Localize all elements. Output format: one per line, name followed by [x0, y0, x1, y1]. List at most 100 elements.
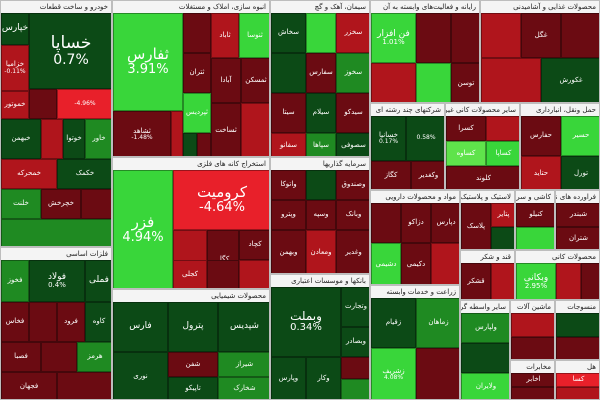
sector-banks[interactable]: بانکها و موسسات اعتباری وبملت 0.34% وتجارت و…: [270, 274, 370, 400]
stock-tile[interactable]: فملی: [85, 260, 111, 302]
stock-tile[interactable]: [481, 13, 521, 58]
stock-tile[interactable]: شخارک: [218, 377, 269, 399]
stock-tile[interactable]: وکار: [306, 357, 341, 399]
stock-tile[interactable]: خلنت: [1, 189, 41, 219]
sector-invest[interactable]: سرمایه گذاریها واتوکا وصندوق وپترو وسپه وبانک…: [270, 157, 370, 274]
stock-tile[interactable]: وصندوق: [336, 170, 369, 200]
stock-tile[interactable]: سخوز: [336, 53, 369, 93]
stock-tile[interactable]: وتجارت: [341, 287, 369, 327]
stock-tile[interactable]: حفارس: [521, 116, 561, 156]
stock-tile[interactable]: ثشاهد -1.48%: [113, 111, 171, 156]
stock-tile[interactable]: ثتران: [183, 53, 211, 93]
stock-tile[interactable]: [371, 63, 416, 102]
stock-tile[interactable]: پلاسک: [461, 203, 491, 249]
stock-tile[interactable]: [1, 219, 111, 246]
stock-tile[interactable]: سصوفی: [336, 133, 369, 156]
stock-tile[interactable]: کسرا: [446, 116, 486, 141]
sector-auto[interactable]: خودرو و ساخت قطعات خساپا 0.7% خپارس خزامیا -0…: [0, 0, 112, 247]
stock-tile[interactable]: کرومیت -4.64%: [173, 170, 269, 230]
stock-tile[interactable]: [486, 116, 519, 141]
stock-tile[interactable]: [491, 227, 514, 249]
stock-tile[interactable]: خسانیا 0.17%: [371, 116, 406, 161]
sector-chem[interactable]: محصولات شیمیایی فارس پترول شپدیس شیراز شخارک ش…: [112, 289, 270, 400]
stock-tile[interactable]: شپدیس: [218, 302, 269, 352]
stock-tile[interactable]: [416, 13, 451, 63]
stock-tile[interactable]: کجلی: [173, 260, 207, 288]
stock-tile[interactable]: [207, 260, 239, 288]
stock-tile[interactable]: کسا: [556, 373, 599, 387]
stock-tile[interactable]: [556, 337, 599, 359]
sector-nonmetal[interactable]: سایر محصولات کانی غیر کسرا کساوه کساپا کلوند: [445, 103, 520, 190]
stock-tile[interactable]: [41, 119, 63, 159]
stock-tile[interactable]: وبصادر: [341, 327, 369, 357]
stock-tile[interactable]: وبانک: [336, 200, 369, 230]
stock-tile[interactable]: پترول: [168, 302, 218, 352]
stock-tile[interactable]: [556, 387, 599, 399]
stock-tile[interactable]: سفانو: [271, 133, 306, 156]
stock-tile[interactable]: دکیمی: [401, 243, 431, 284]
stock-tile[interactable]: [491, 263, 514, 299]
stock-tile[interactable]: حسیر: [561, 116, 599, 156]
stock-tile[interactable]: سخزر: [336, 13, 369, 53]
stock-tile[interactable]: ثاباد: [211, 13, 239, 58]
stock-tile[interactable]: [271, 53, 306, 93]
stock-tile[interactable]: نوری: [113, 352, 168, 399]
stock-tile[interactable]: فن افزار 1.01%: [371, 13, 416, 63]
stock-tile[interactable]: فخوز: [1, 260, 29, 302]
stock-tile[interactable]: ولپارس: [461, 313, 509, 343]
stock-tile[interactable]: [239, 260, 269, 288]
stock-tile[interactable]: پتایر: [491, 203, 514, 227]
stock-tile[interactable]: [183, 133, 197, 156]
stock-tile[interactable]: [556, 313, 599, 337]
stock-tile[interactable]: شتران: [556, 227, 599, 249]
stock-tile[interactable]: وپترو: [271, 200, 306, 230]
stock-tile[interactable]: ثفارس 3.91%: [113, 13, 183, 111]
stock-tile[interactable]: [306, 170, 336, 200]
stock-tile[interactable]: [511, 313, 554, 337]
sector-multi[interactable]: شرکتهای چند رشته ای خسانیا 0.17% 0.58% کگاز و…: [370, 103, 445, 190]
stock-tile[interactable]: کنیلو: [516, 203, 554, 227]
stock-tile[interactable]: خزامیا -0.11%: [1, 45, 29, 91]
stock-tile[interactable]: [81, 189, 111, 219]
stock-tile[interactable]: [341, 357, 369, 379]
stock-tile[interactable]: سفارس: [306, 53, 336, 93]
stock-tile[interactable]: [241, 103, 269, 156]
sector-misc[interactable]: هل کسا: [555, 360, 600, 400]
stock-tile[interactable]: [511, 387, 554, 399]
stock-tile[interactable]: خوتوا: [63, 119, 85, 159]
stock-tile[interactable]: خمحرکه: [1, 159, 57, 189]
stock-tile[interactable]: زقیام: [371, 298, 416, 348]
stock-tile[interactable]: زشریف 4.08%: [371, 348, 416, 399]
stock-tile[interactable]: [451, 13, 479, 63]
stock-tile[interactable]: کلوند: [446, 166, 519, 189]
stock-tile[interactable]: [29, 89, 57, 119]
sector-metals[interactable]: فلزات اساسی فولاد 0.4% فملی فخوز کاوه فرود فخاس…: [0, 247, 112, 400]
stock-tile[interactable]: فرود: [57, 302, 85, 342]
stock-tile[interactable]: [183, 13, 211, 53]
stock-tile[interactable]: [511, 337, 554, 359]
stock-tile[interactable]: -4.96%: [57, 89, 111, 119]
sector-ceramic[interactable]: کاشی و سرامیککنیلو: [515, 190, 555, 250]
stock-tile[interactable]: تاپیکو: [168, 377, 218, 399]
stock-tile[interactable]: سیدکو: [336, 93, 369, 133]
sector-textile[interactable]: منسوجات: [555, 300, 600, 360]
stock-tile[interactable]: ثمسکن: [241, 58, 269, 103]
stock-tile[interactable]: [481, 58, 541, 102]
stock-tile[interactable]: ثپردیس: [183, 93, 211, 133]
stock-tile[interactable]: خاور: [85, 119, 111, 159]
stock-tile[interactable]: ثنوسا: [239, 13, 269, 58]
stock-tile[interactable]: خموتور: [1, 91, 29, 119]
stock-tile[interactable]: غگل: [521, 13, 561, 58]
sector-realestate[interactable]: انبوه سازی، املاک و مستغلات ثفارس 3.91% ثشا…: [112, 0, 270, 157]
sector-agri[interactable]: زراعت و خدمات وابسته زقیام زماهان زشریف 4.08…: [370, 285, 460, 400]
stock-tile[interactable]: فولاد 0.4%: [29, 260, 85, 302]
sector-mining[interactable]: استخراج کانه های فلزی فزر 4.94% کرومیت -4.64…: [112, 157, 270, 289]
stock-tile[interactable]: سخاش: [271, 13, 306, 53]
sector-tire[interactable]: لاستیک و پلاستیک پلاسک پتایر: [460, 190, 515, 250]
stock-tile[interactable]: وسپه: [306, 200, 336, 230]
stock-tile[interactable]: قشکر: [461, 263, 491, 299]
stock-tile[interactable]: کاوه: [85, 302, 111, 342]
sector-cement[interactable]: سیمان، آهک و گچ سخاش سخزر سفارس سیتا سیلام سخو…: [270, 0, 370, 157]
stock-tile[interactable]: فزر 4.94%: [113, 170, 173, 288]
stock-tile[interactable]: ثساخت: [211, 103, 241, 156]
